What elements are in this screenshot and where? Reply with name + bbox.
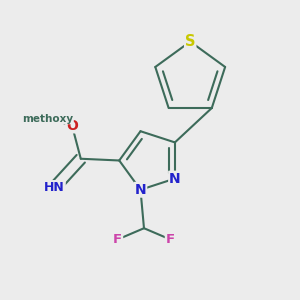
Text: N: N [169,172,181,186]
Text: HN: HN [44,181,65,194]
Text: S: S [185,34,196,49]
Text: F: F [166,233,175,246]
Text: O: O [66,118,78,133]
Text: methoxy: methoxy [22,113,73,124]
Text: N: N [135,183,146,197]
Text: F: F [113,233,122,246]
